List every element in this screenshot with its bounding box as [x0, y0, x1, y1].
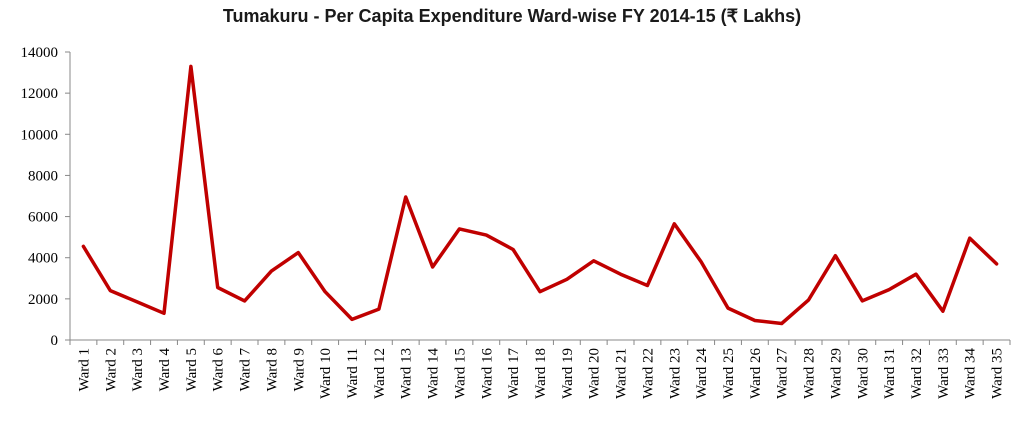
data-point	[81, 244, 85, 248]
data-point	[269, 269, 273, 273]
x-tick-label: Ward 8	[264, 348, 280, 391]
x-tick-label: Ward 26	[748, 348, 764, 399]
data-point	[431, 265, 435, 269]
x-tick-label: Ward 32	[909, 348, 925, 399]
x-tick-label: Ward 6	[211, 348, 227, 392]
data-point	[995, 262, 999, 266]
data-point	[296, 251, 300, 255]
x-tick-label: Ward 25	[721, 348, 737, 399]
data-point	[726, 306, 730, 310]
data-point	[135, 300, 139, 304]
x-tick-label: Ward 3	[130, 348, 146, 391]
x-tick-label: Ward 18	[533, 348, 549, 399]
data-point	[592, 259, 596, 263]
data-point	[404, 195, 408, 199]
x-tick-label: Ward 4	[157, 348, 173, 392]
data-point	[162, 311, 166, 315]
x-tick-label: Ward 15	[452, 348, 468, 399]
data-point	[511, 248, 515, 252]
data-point	[243, 299, 247, 303]
series-line	[81, 64, 999, 326]
x-tick-label: Ward 12	[372, 348, 388, 399]
x-tick-label: Ward 33	[936, 348, 952, 399]
x-tick-label: Ward 19	[560, 348, 576, 399]
data-point	[968, 236, 972, 240]
data-point	[807, 298, 811, 302]
data-point	[672, 222, 676, 226]
data-point	[753, 319, 757, 323]
data-point	[699, 260, 703, 264]
x-tick-label: Ward 9	[291, 348, 307, 391]
data-point	[941, 309, 945, 313]
data-point	[216, 286, 220, 290]
data-point	[645, 284, 649, 288]
y-tick-label: 8000	[28, 168, 58, 184]
x-tick-label: Ward 29	[828, 348, 844, 399]
x-tick-label: Ward 27	[775, 348, 791, 399]
data-point	[833, 254, 837, 258]
x-tick-label: Ward 16	[479, 348, 495, 399]
x-tick-label: Ward 17	[506, 348, 522, 399]
data-point	[377, 307, 381, 311]
data-point	[350, 317, 354, 321]
y-tick-label: 6000	[28, 210, 58, 226]
x-tick-label: Ward 24	[694, 348, 710, 399]
x-tick-label: Ward 7	[238, 348, 254, 392]
x-tick-label: Ward 28	[802, 348, 818, 399]
data-point	[457, 227, 461, 231]
y-tick-label: 2000	[28, 292, 58, 308]
y-tick-label: 0	[51, 333, 59, 349]
data-point	[619, 272, 623, 276]
y-tick-label: 12000	[21, 86, 59, 102]
data-point	[538, 290, 542, 294]
data-point	[484, 233, 488, 237]
x-tick-label: Ward 31	[882, 348, 898, 399]
x-tick-label: Ward 10	[318, 348, 334, 399]
x-tick-label: Ward 30	[855, 348, 871, 399]
x-tick-label: Ward 35	[990, 348, 1006, 399]
x-tick-label: Ward 2	[103, 348, 119, 391]
x-tick-label: Ward 23	[667, 348, 683, 399]
x-tick-label: Ward 22	[640, 348, 656, 399]
y-tick-label: 14000	[21, 45, 59, 61]
y-tick-label: 10000	[21, 127, 59, 143]
data-point	[914, 272, 918, 276]
x-tick-label: Ward 34	[963, 348, 979, 399]
data-point	[565, 277, 569, 281]
y-tick-label: 4000	[28, 251, 58, 267]
x-tick-label: Ward 5	[184, 348, 200, 391]
x-tick-label: Ward 1	[76, 348, 92, 391]
x-tick-label: Ward 11	[345, 348, 361, 398]
data-point	[108, 289, 112, 293]
data-point	[323, 290, 327, 294]
x-tick-label: Ward 14	[426, 348, 442, 399]
x-tick-label: Ward 21	[614, 348, 630, 399]
chart-title: Tumakuru - Per Capita Expenditure Ward-w…	[222, 6, 802, 26]
data-point	[189, 64, 193, 68]
x-tick-label: Ward 13	[399, 348, 415, 399]
data-point	[887, 288, 891, 292]
x-tick-label: Ward 20	[587, 348, 603, 399]
data-point	[780, 322, 784, 326]
data-point	[860, 299, 864, 303]
